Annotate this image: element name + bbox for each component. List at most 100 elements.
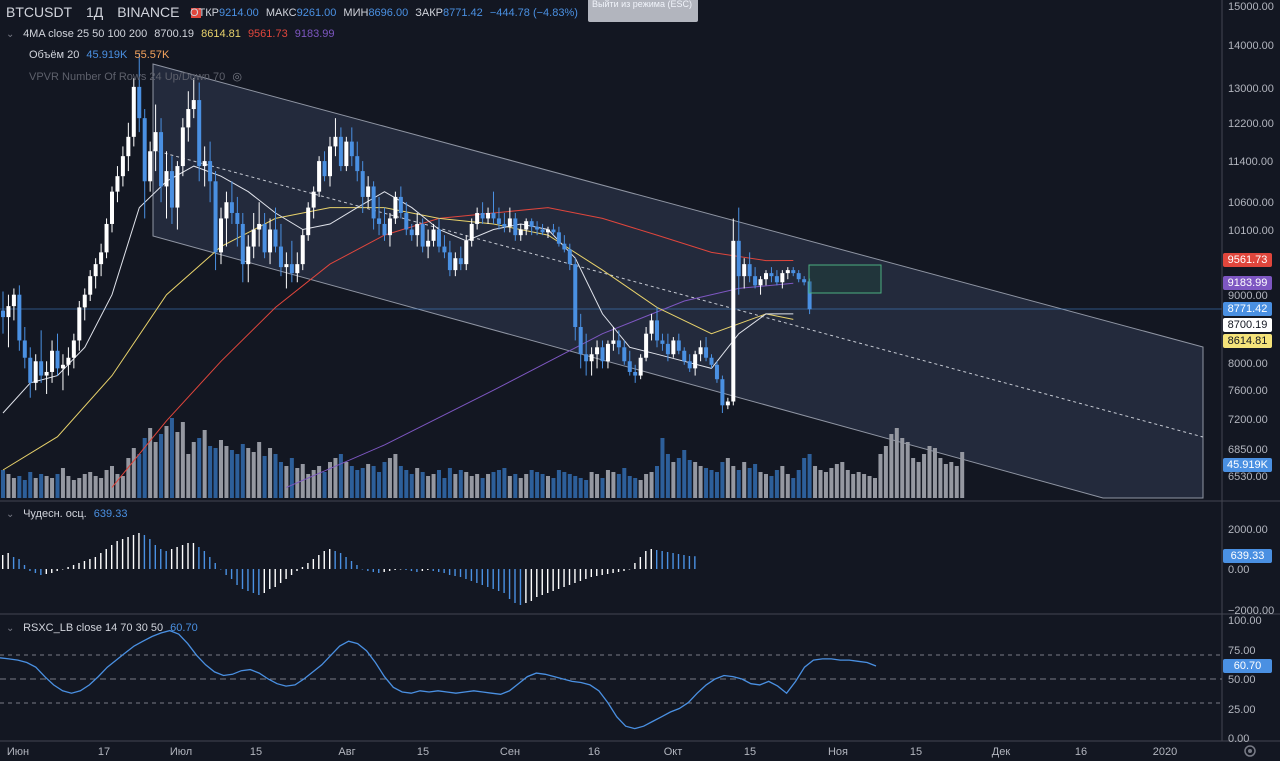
- hidden-eye-icon[interactable]: ◎: [232, 71, 242, 83]
- candle-body: [453, 258, 458, 271]
- ao-axis[interactable]: 2000.00 0.00 −2000.00: [1228, 524, 1274, 617]
- ao-bar: [361, 569, 364, 570]
- candle-body: [240, 223, 245, 265]
- ao-bar: [111, 545, 113, 569]
- rsx-tick: 100.00: [1228, 615, 1262, 627]
- ao-bar: [645, 551, 647, 569]
- candle-body: [758, 279, 763, 286]
- volume-bar: [257, 442, 262, 498]
- candle-body: [202, 161, 207, 167]
- time-axis[interactable]: Июн 17 Июл 15 Авг 15 Сен 16 Окт 15 Ноя 15 Дек 16 2020: [7, 746, 1177, 758]
- candle-body: [524, 221, 529, 230]
- collapse-icon[interactable]: ⌄: [6, 29, 15, 40]
- regression-channel[interactable]: [152, 63, 1204, 499]
- volume-bar: [44, 476, 49, 498]
- ao-bar: [241, 569, 244, 589]
- range-box[interactable]: [808, 264, 882, 294]
- close-price-label: 8771.42: [1223, 302, 1272, 316]
- candle-body: [595, 347, 600, 355]
- volume-bar: [911, 458, 916, 498]
- collapse-icon[interactable]: ⌄: [6, 623, 15, 634]
- candle-body: [780, 273, 785, 283]
- volume-legend-title: Объём 20: [29, 49, 80, 61]
- rsx-axis[interactable]: 100.00 75.00 50.00 25.00 0.00: [1228, 615, 1262, 745]
- ao-bar: [672, 553, 674, 569]
- ao-bar: [388, 569, 391, 571]
- candle-body: [529, 221, 534, 227]
- candle-body: [137, 86, 142, 119]
- candle-body: [387, 218, 392, 236]
- candle-body: [540, 229, 545, 233]
- volume-bar: [344, 462, 349, 498]
- candle-body: [687, 361, 692, 369]
- ao-bar: [694, 556, 696, 569]
- volume-bar: [644, 474, 649, 498]
- ao-bar: [165, 551, 167, 569]
- ohlc-values: ОТКР9214.00 МАКС9261.00 МИН8696.00 ЗАКР8…: [190, 7, 582, 19]
- ao-bar: [541, 569, 543, 595]
- time-tick: Авг: [338, 746, 355, 758]
- candle-body: [638, 357, 643, 376]
- volume-bar: [415, 468, 420, 498]
- volume-bar: [845, 470, 850, 498]
- close-label: ЗАКР: [415, 7, 443, 19]
- volume-bar: [567, 474, 572, 498]
- ao-bar: [405, 569, 407, 570]
- price-axis[interactable]: 15000.00 14000.00 13000.00 12200.00 11400.00…: [1228, 1, 1274, 483]
- symbol-name[interactable]: BTCUSDT: [6, 4, 73, 20]
- ao-value-label: 639.33: [1223, 549, 1272, 563]
- ao-bar: [198, 547, 200, 569]
- ao-legend[interactable]: ⌄ Чудесн. осц. 639.33: [6, 508, 131, 520]
- volume-bar: [698, 466, 703, 498]
- candle-body: [17, 294, 22, 341]
- price-tick: 7200.00: [1228, 414, 1268, 426]
- candle-body: [191, 100, 196, 110]
- time-tick: Дек: [992, 746, 1011, 758]
- volume-bar: [540, 474, 545, 498]
- high-label: МАКС: [265, 7, 297, 19]
- candle-body: [660, 340, 665, 344]
- candle-body: [131, 86, 136, 137]
- candle-body: [644, 333, 649, 358]
- gear-icon[interactable]: [1244, 745, 1256, 757]
- candle-body: [447, 252, 452, 271]
- volume-bar: [840, 462, 845, 498]
- exit-fullscreen-button[interactable]: Выйти из режима (ESC): [588, 0, 698, 22]
- volume-legend[interactable]: Объём 20 45.919K 55.57K: [29, 49, 173, 61]
- volume-bar: [300, 464, 305, 498]
- volume-bar: [823, 472, 828, 498]
- ao-bar: [378, 569, 380, 573]
- candle-body: [774, 276, 779, 283]
- volume-bar: [235, 454, 240, 498]
- price-tick: 9000.00: [1228, 290, 1268, 302]
- volume-bar: [627, 476, 632, 498]
- volume-bar: [289, 458, 294, 498]
- candle-body: [600, 347, 605, 362]
- vpvr-legend[interactable]: VPVR Number Of Rows 24 Up/Down 70 ◎: [29, 70, 246, 83]
- volume-bar: [507, 476, 512, 498]
- collapse-icon[interactable]: ⌄: [6, 509, 15, 520]
- rsx-legend[interactable]: ⌄ RSXC_LB close 14 70 30 50 60.70: [6, 622, 202, 634]
- volume-bar: [736, 470, 741, 498]
- volume-bar: [213, 448, 218, 498]
- candle-body: [164, 171, 169, 187]
- volume-bar: [355, 470, 360, 498]
- ao-bar: [160, 549, 162, 569]
- interval[interactable]: 1Д: [86, 4, 104, 20]
- ao-bar: [432, 569, 434, 571]
- ao-bar: [350, 561, 353, 569]
- volume-bar: [922, 454, 927, 498]
- ao-tick: 0.00: [1228, 564, 1249, 576]
- volume-bar: [682, 450, 687, 498]
- candle-body: [115, 176, 120, 192]
- volume-bar: [426, 476, 431, 498]
- candle-body: [409, 229, 414, 236]
- ao-bar: [628, 569, 631, 570]
- exchange: BINANCE: [117, 4, 180, 20]
- volume-bar: [115, 474, 120, 498]
- rsx-tick: 25.00: [1228, 704, 1256, 716]
- candle-body: [496, 218, 501, 224]
- ao-bar: [83, 561, 86, 569]
- ma-legend[interactable]: ⌄ 4MA close 25 50 100 200 8700.19 8614.8…: [6, 28, 339, 40]
